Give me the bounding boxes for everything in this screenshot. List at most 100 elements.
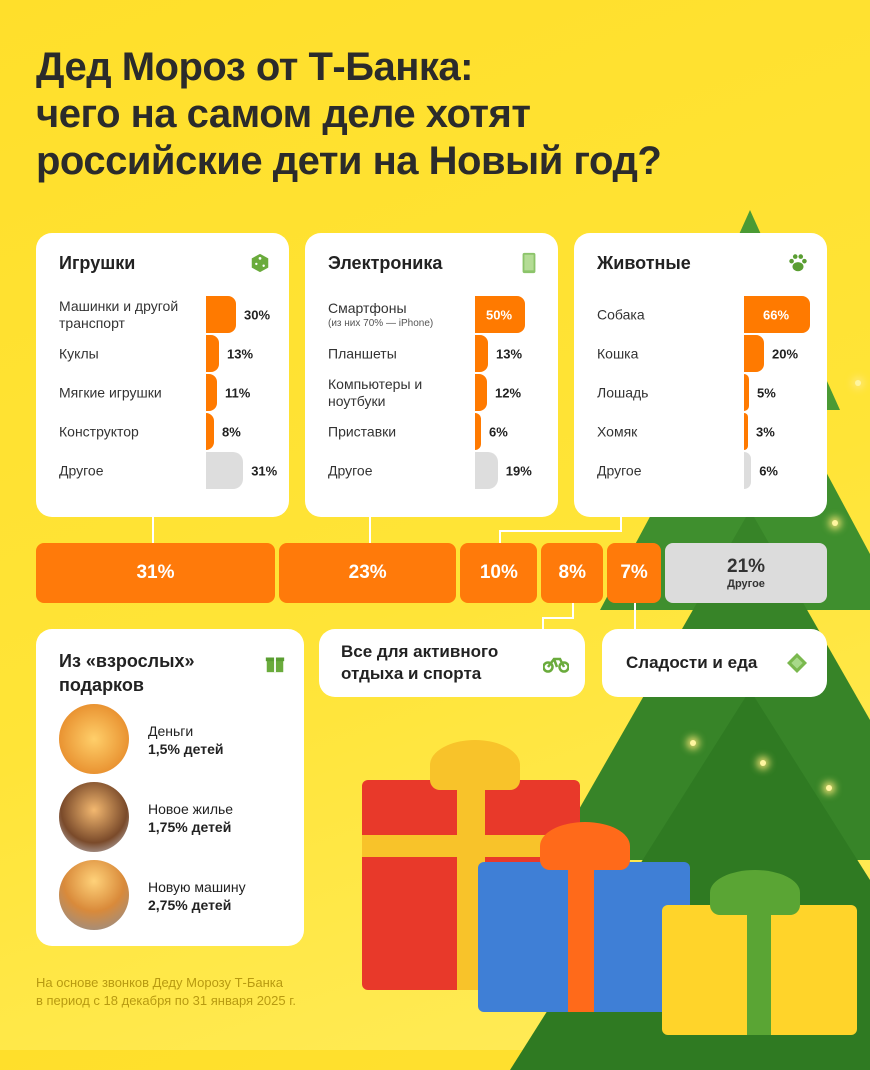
segment-value-label: 7%	[620, 562, 648, 583]
connector-line	[542, 617, 574, 619]
bar-label: Мягкие игрушки	[59, 384, 209, 401]
bar-row: Планшеты 13%	[328, 335, 558, 372]
connector-line	[152, 517, 154, 543]
car-image	[59, 860, 129, 930]
bar	[744, 374, 749, 411]
bar-label-text: Куклы	[59, 345, 99, 361]
card-adult-gifts: Из «взрослых» подарков Деньги 1,5% детей …	[36, 629, 304, 946]
bar-row: Лошадь 5%	[597, 374, 827, 411]
bar	[475, 335, 488, 372]
bar-row: Приставки 6%	[328, 413, 558, 450]
bar-label: Лошадь	[597, 384, 747, 401]
bar-row: Кошка 20%	[597, 335, 827, 372]
light-icon	[832, 520, 838, 526]
bar-value-label: 50%	[486, 307, 513, 322]
bar-label: Кошка	[597, 345, 747, 362]
segment-value-label: 23%	[348, 562, 387, 583]
paw-icon	[789, 254, 807, 272]
bar-row: Хомяк 3%	[597, 413, 827, 450]
bar-row: Конструктор 8%	[59, 413, 289, 450]
segment-value-label: 8%	[558, 562, 586, 583]
bar-label: Планшеты	[328, 345, 478, 362]
candy-icon	[787, 653, 807, 673]
bar-row: Смартфоны (из них 70% — iPhone) 50%	[328, 296, 558, 333]
gift-value: 1,5% детей	[148, 741, 224, 757]
bar-label: Машинки и другой транспорт	[59, 298, 209, 332]
gift-name: Новую машину	[148, 879, 246, 895]
card-sweets: Сладости и еда	[602, 629, 827, 697]
bar-row: Другое 19%	[328, 452, 558, 489]
bar-row: Мягкие игрушки 11%	[59, 374, 289, 411]
sweets-label: Сладости и еда	[626, 653, 758, 672]
bar	[206, 335, 219, 372]
segment-other-label: Другое	[727, 578, 765, 590]
bar-value-label: 13%	[496, 346, 523, 361]
title-line: Дед Мороз от Т-Банка:	[36, 45, 473, 89]
bar-value-label: 31%	[251, 463, 278, 478]
bar-row: Компьютеры и ноутбуки 12%	[328, 374, 558, 411]
connector-line	[499, 530, 622, 532]
connector-line	[542, 617, 544, 629]
bar-label-text: Другое	[597, 462, 642, 478]
bar-label-text: Планшеты	[328, 345, 397, 361]
bar	[206, 374, 217, 411]
footnote-line: в период с 18 декабря по 31 января 2025 …	[36, 993, 296, 1008]
gift-name: Деньги	[148, 723, 194, 739]
overall-segment: 8%	[541, 543, 604, 603]
footnote-line: На основе звонков Деду Морозу Т-Банка	[36, 975, 283, 990]
overall-segment: 31%	[36, 543, 275, 603]
adult-gift-item: Новую машину 2,75% детей	[148, 878, 246, 914]
card-title: Животные	[597, 253, 691, 273]
dice-icon	[251, 253, 269, 273]
bar-label: Собака	[597, 306, 747, 323]
overall-segment: 7%	[607, 543, 662, 603]
bar-value-label: 6%	[489, 424, 508, 439]
bicycle-icon	[543, 657, 569, 673]
bar-value-label: 66%	[763, 307, 790, 322]
bar-label: Смартфоны (из них 70% — iPhone)	[328, 300, 478, 330]
overall-segment: 21% Другое	[665, 543, 827, 603]
bar-row: Куклы 13%	[59, 335, 289, 372]
bar-value-label: 5%	[757, 385, 776, 400]
card-toys: Игрушки Машинки и другой транспорт 30% Кук…	[36, 233, 289, 517]
light-icon	[760, 760, 766, 766]
gift-box-yellow	[662, 905, 857, 1035]
bar-label-text: Хомяк	[597, 423, 638, 439]
connector-line	[572, 603, 574, 618]
gift-value: 2,75% детей	[148, 897, 232, 913]
overall-segment: 10%	[460, 543, 538, 603]
overall-segment: 23%	[278, 543, 457, 603]
bar-label-text: Приставки	[328, 423, 397, 439]
bar	[475, 413, 481, 450]
bar	[744, 452, 752, 489]
bar-value-label: 6%	[759, 463, 778, 478]
bar-sublabel: (из них 70% — iPhone)	[328, 317, 434, 329]
card-animals: Животные Собака 66% Кошка 20% Лошадь 5% Хомяк 3…	[574, 233, 827, 517]
money-image	[59, 704, 129, 774]
gift-value: 1,75% детей	[148, 819, 232, 835]
segment-value-label: 10%	[479, 562, 518, 583]
light-icon	[855, 380, 861, 386]
bar-value-label: 12%	[495, 385, 522, 400]
connector-line	[499, 530, 501, 543]
bar-value-label: 3%	[756, 424, 775, 439]
star-icon	[690, 740, 696, 746]
bar-label-text: Другое	[59, 462, 104, 478]
gift-bow-icon	[710, 870, 800, 915]
phone-icon	[522, 252, 536, 274]
bar	[744, 413, 748, 450]
connector-line	[620, 517, 622, 531]
title-line: чего на самом деле хотят	[36, 92, 531, 136]
card-sport: Все для активного отдыха и спорта	[319, 629, 585, 697]
bar-value-label: 30%	[244, 307, 271, 322]
bar-label: Хомяк	[597, 423, 747, 440]
gift-bow-icon	[430, 740, 520, 790]
bar-label-text: Другое	[328, 462, 373, 478]
adult-gift-item: Новое жилье 1,75% детей	[148, 800, 233, 836]
bar-value-label: 19%	[505, 463, 532, 478]
bar-row: Машинки и другой транспорт 30%	[59, 296, 289, 333]
bar-label-text: Машинки и другой транспорт	[59, 297, 179, 331]
bar-label-text: Компьютеры и ноутбуки	[328, 375, 423, 409]
gift-icon	[265, 657, 285, 673]
connector-line	[369, 517, 371, 543]
